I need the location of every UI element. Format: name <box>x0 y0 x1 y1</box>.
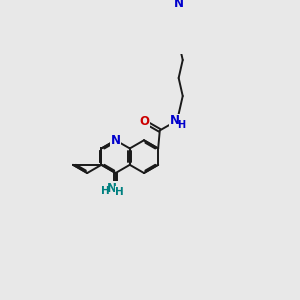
Text: N: N <box>111 134 121 147</box>
Text: H: H <box>101 186 110 196</box>
Text: N: N <box>169 114 179 127</box>
Text: H: H <box>177 120 185 130</box>
Text: N: N <box>107 182 117 195</box>
Text: H: H <box>115 187 124 197</box>
Text: N: N <box>174 0 184 10</box>
Text: O: O <box>139 115 149 128</box>
